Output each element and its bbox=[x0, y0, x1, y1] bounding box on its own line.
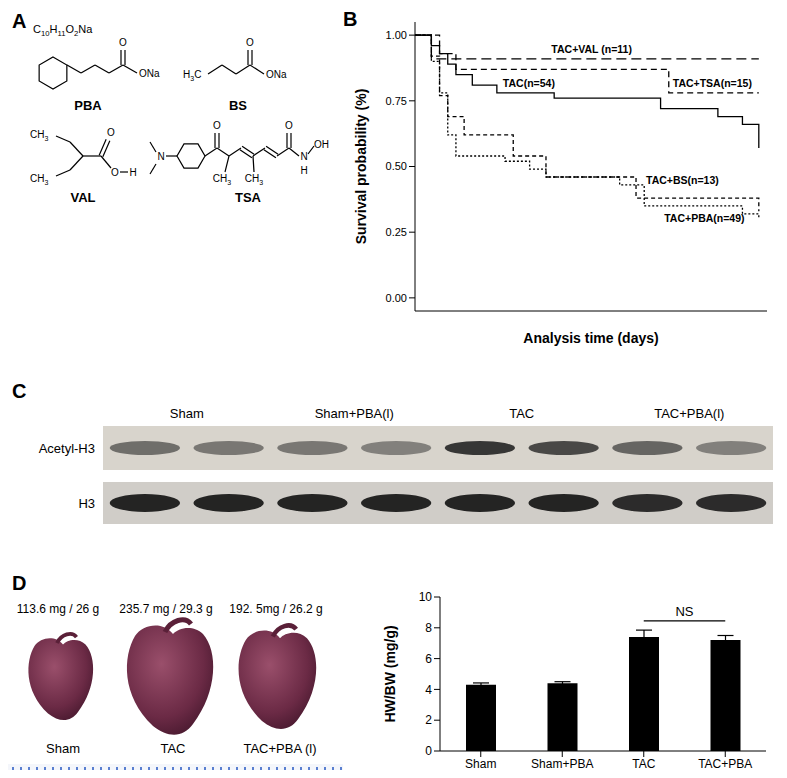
svg-text:O: O bbox=[119, 37, 127, 48]
svg-text:H: H bbox=[300, 165, 307, 176]
svg-text:ONa: ONa bbox=[139, 68, 160, 79]
svg-text:N: N bbox=[300, 151, 307, 162]
svg-text:O: O bbox=[285, 120, 293, 131]
svg-text:O: O bbox=[107, 127, 115, 138]
svg-text:H3: H3 bbox=[78, 496, 95, 511]
svg-text:TAC: TAC bbox=[509, 406, 534, 421]
svg-text:192. 5mg / 26.2 g: 192. 5mg / 26.2 g bbox=[229, 602, 322, 616]
svg-text:TAC(n=54): TAC(n=54) bbox=[503, 77, 555, 89]
svg-text:8: 8 bbox=[425, 621, 432, 635]
svg-text:10: 10 bbox=[419, 590, 433, 604]
svg-text:OH: OH bbox=[314, 139, 329, 150]
svg-text:O: O bbox=[111, 167, 119, 178]
svg-text:TAC+PBA: TAC+PBA bbox=[698, 757, 752, 770]
svg-text:TAC+VAL (n=11): TAC+VAL (n=11) bbox=[551, 43, 632, 55]
svg-text:113.6 mg / 26 g: 113.6 mg / 26 g bbox=[17, 602, 100, 616]
svg-text:0: 0 bbox=[425, 744, 432, 758]
svg-text:A: A bbox=[12, 10, 26, 32]
svg-text:NS: NS bbox=[675, 604, 693, 619]
svg-text:CH3: CH3 bbox=[245, 173, 263, 186]
svg-text:CH3: CH3 bbox=[213, 173, 231, 186]
svg-text:TAC+PBA (l): TAC+PBA (l) bbox=[243, 741, 316, 756]
svg-text:O: O bbox=[213, 120, 221, 131]
svg-text:Survival probability (%): Survival probability (%) bbox=[353, 89, 369, 245]
svg-text:6: 6 bbox=[425, 652, 432, 666]
html-text:B: B bbox=[343, 8, 358, 30]
svg-text:CH3: CH3 bbox=[30, 129, 48, 142]
svg-text:HW/BW (mg/g): HW/BW (mg/g) bbox=[382, 625, 398, 722]
svg-text:235.7 mg / 29.3 g: 235.7 mg / 29.3 g bbox=[119, 602, 212, 616]
svg-text:TAC+PBA(l): TAC+PBA(l) bbox=[654, 406, 724, 421]
svg-text:4: 4 bbox=[425, 683, 432, 697]
svg-text:2: 2 bbox=[425, 713, 432, 727]
svg-text:TAC: TAC bbox=[632, 757, 655, 770]
svg-text:TAC+PBA(n=49): TAC+PBA(n=49) bbox=[664, 212, 744, 224]
svg-text:CH3: CH3 bbox=[30, 173, 48, 186]
svg-text:Analysis time (days): Analysis time (days) bbox=[523, 330, 658, 346]
svg-text:0.00: 0.00 bbox=[386, 292, 407, 304]
svg-text:Sham: Sham bbox=[465, 757, 496, 770]
svg-text:Acetyl-H3: Acetyl-H3 bbox=[39, 441, 95, 456]
svg-text:ONa: ONa bbox=[266, 69, 287, 80]
svg-text:TAC+TSA(n=15): TAC+TSA(n=15) bbox=[673, 77, 752, 89]
svg-text:VAL: VAL bbox=[70, 190, 95, 205]
svg-text:H3C: H3C bbox=[183, 69, 201, 82]
svg-text:TSA: TSA bbox=[235, 190, 262, 205]
svg-text:0.25: 0.25 bbox=[386, 226, 407, 238]
svg-text:Sham+PBA: Sham+PBA bbox=[531, 757, 593, 770]
svg-text:C10H11O2Na: C10H11O2Na bbox=[33, 23, 93, 38]
svg-text:D: D bbox=[12, 572, 26, 594]
svg-text:N: N bbox=[157, 151, 164, 162]
svg-text:Sham: Sham bbox=[46, 741, 80, 756]
svg-text:0.75: 0.75 bbox=[386, 95, 407, 107]
svg-text:0.50: 0.50 bbox=[386, 160, 407, 172]
svg-text:Sham: Sham bbox=[170, 406, 204, 421]
svg-text:1.00: 1.00 bbox=[386, 29, 407, 41]
svg-text:O: O bbox=[246, 37, 254, 48]
svg-text:C: C bbox=[12, 380, 26, 402]
svg-text:BS: BS bbox=[229, 98, 247, 113]
svg-text:PBA: PBA bbox=[74, 98, 102, 113]
svg-text:TAC+BS(n=13): TAC+BS(n=13) bbox=[646, 174, 719, 186]
svg-text:Sham+PBA(l): Sham+PBA(l) bbox=[315, 406, 394, 421]
svg-text:H: H bbox=[129, 167, 136, 178]
svg-text:TAC: TAC bbox=[160, 741, 185, 756]
